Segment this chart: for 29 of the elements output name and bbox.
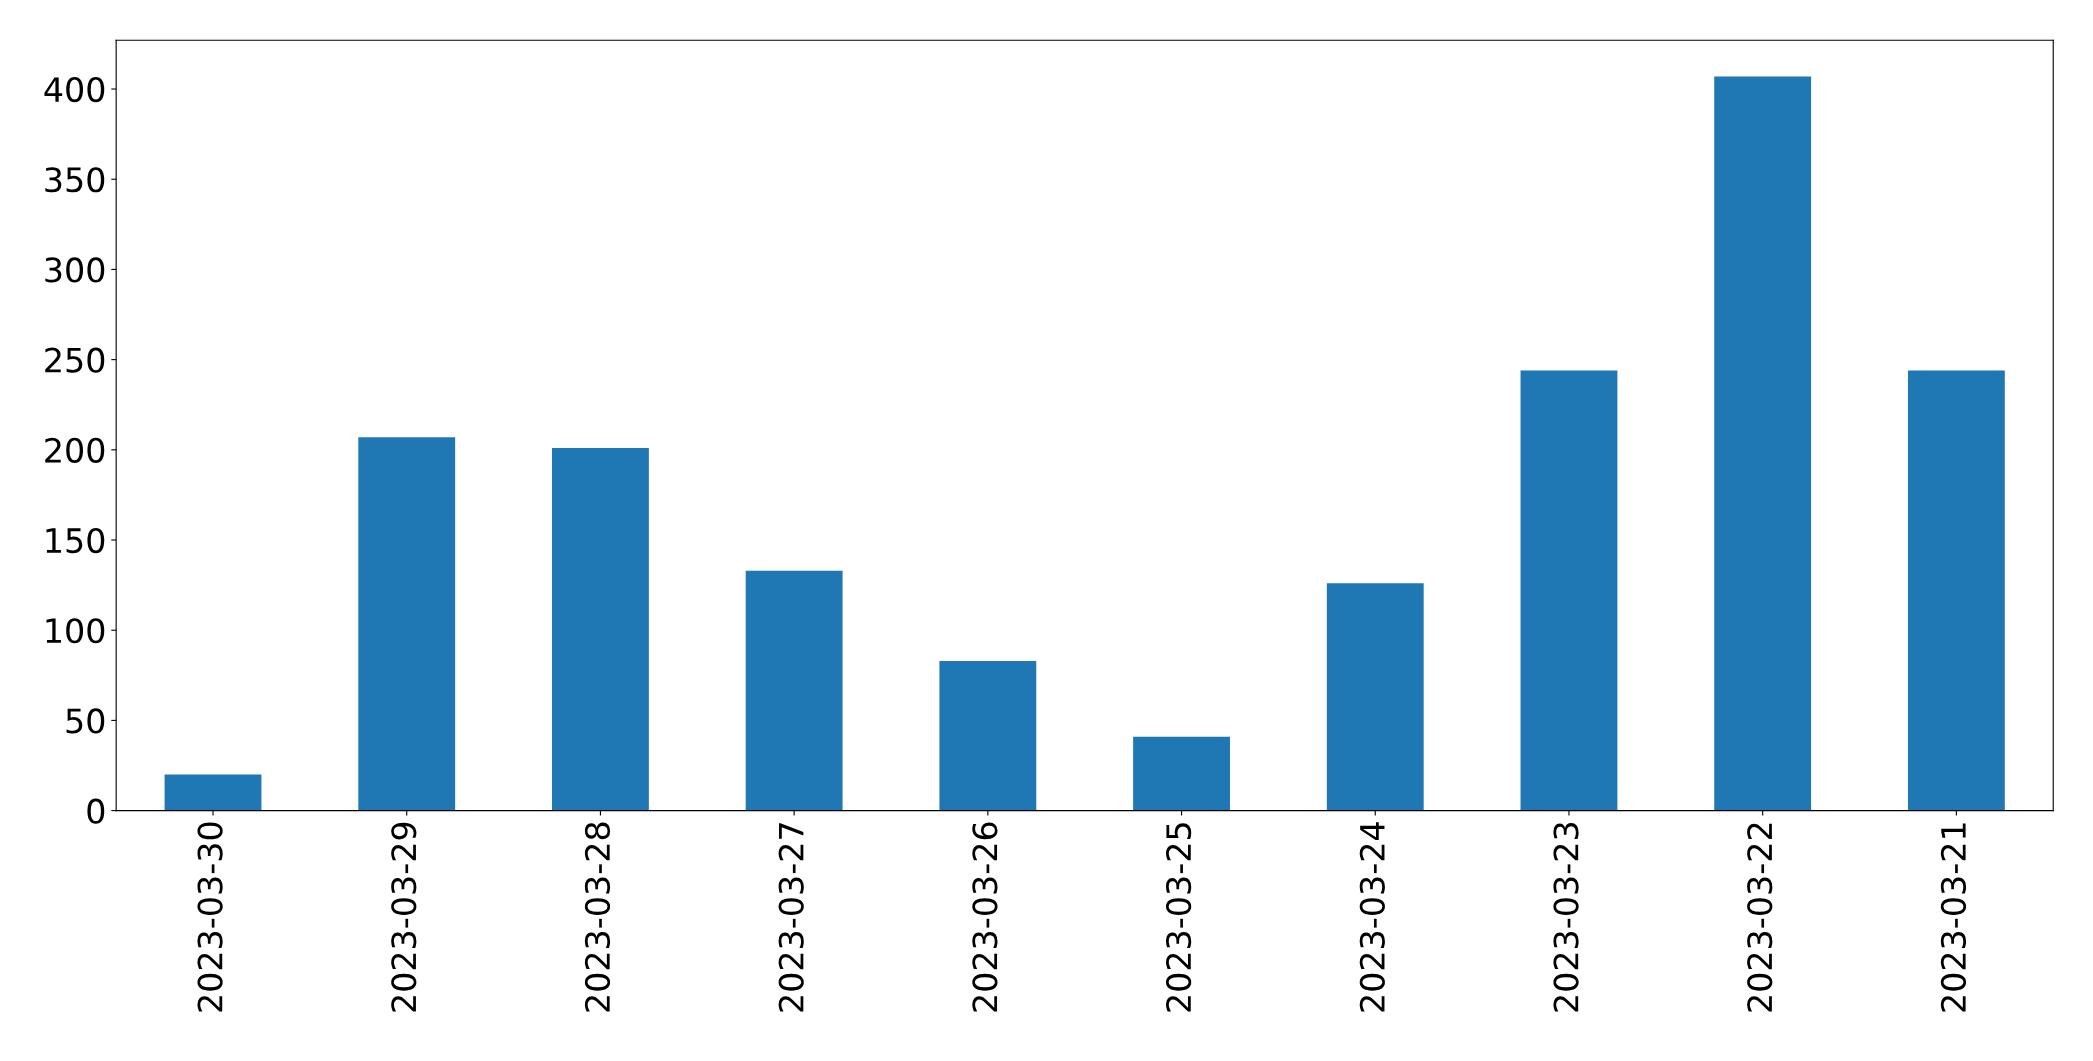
x-tick-label: 2023-03-24 <box>1359 822 1385 1012</box>
bar <box>1326 583 1424 811</box>
bar <box>1714 76 1812 811</box>
y-tick-label: 250 <box>45 347 105 373</box>
bar <box>1133 736 1230 811</box>
x-tick-label: 2023-03-23 <box>1553 823 1579 1012</box>
y-tick-label: 0 <box>87 798 105 824</box>
bar <box>1907 370 2005 811</box>
y-tick-label: 50 <box>66 708 105 734</box>
y-tick-label: 200 <box>45 437 105 463</box>
x-tick-label: 2023-03-28 <box>584 822 611 1012</box>
x-tick-label: 2023-03-30 <box>197 822 223 1012</box>
x-tick-label: 2023-03-22 <box>1747 823 1773 1012</box>
x-tick-label: 2023-03-26 <box>972 822 998 1012</box>
bar <box>939 660 1037 811</box>
y-tick-label: 350 <box>45 167 105 193</box>
bar <box>164 774 262 811</box>
y-tick-label: 150 <box>46 527 105 554</box>
x-tick-label: 2023-03-25 <box>1166 823 1192 1012</box>
y-tick-label: 400 <box>44 76 105 103</box>
bar <box>745 570 843 811</box>
x-tick-label: 2023-03-21 <box>1940 823 1967 1012</box>
x-tick-label: 2023-03-29 <box>391 822 417 1012</box>
bar <box>552 448 649 811</box>
bar <box>1520 370 1618 811</box>
bar <box>358 437 456 811</box>
y-tick-label: 100 <box>46 618 105 644</box>
y-tick-label: 300 <box>45 257 105 283</box>
x-tick-label: 2023-03-27 <box>778 823 804 1012</box>
